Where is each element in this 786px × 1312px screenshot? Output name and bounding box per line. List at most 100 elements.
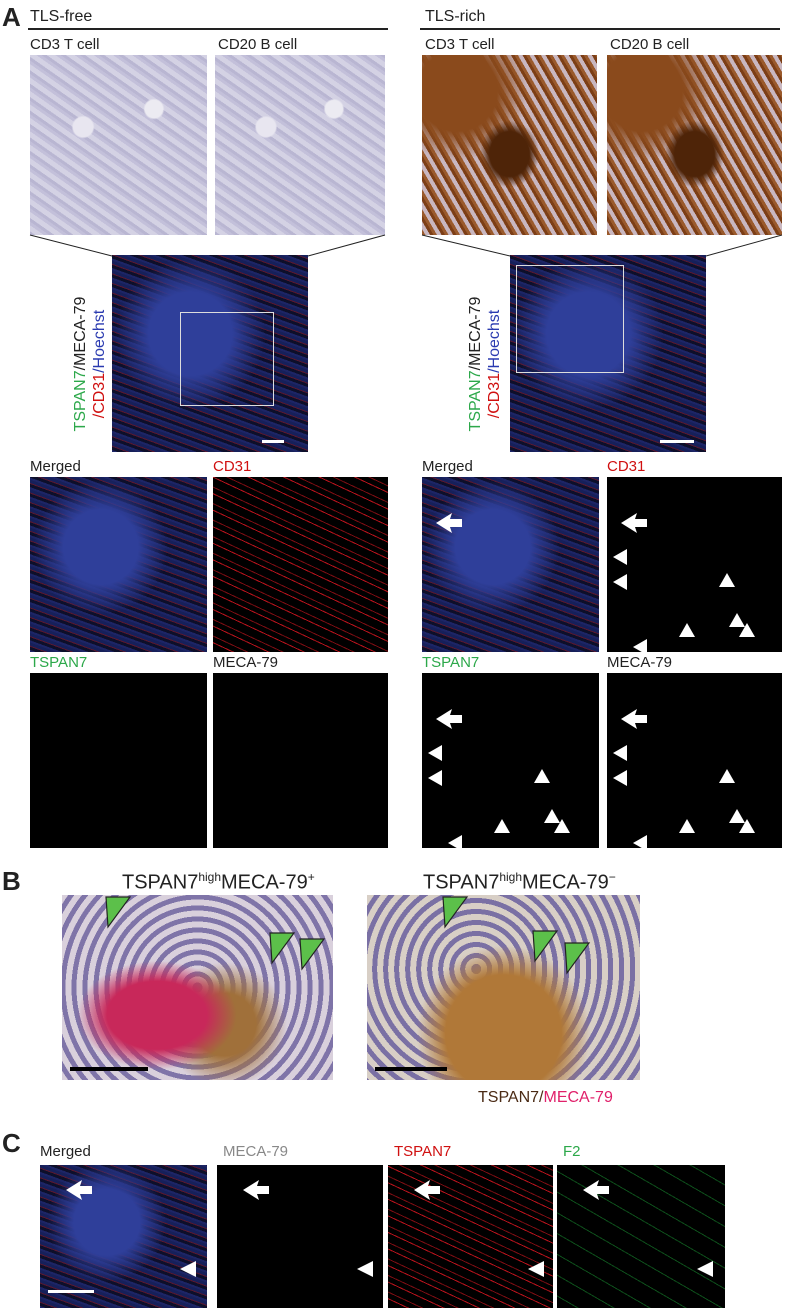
image-title: TSPAN7highMECA-79− xyxy=(423,870,616,895)
annotations xyxy=(428,709,570,848)
rule xyxy=(28,28,388,30)
annotations xyxy=(414,1180,544,1277)
ihc-image xyxy=(422,55,597,235)
arrowhead xyxy=(719,573,735,587)
zoom-box xyxy=(516,265,624,373)
rule xyxy=(420,28,780,30)
image-title: TSPAN7highMECA-79+ xyxy=(122,870,315,895)
arrow xyxy=(621,709,647,729)
stain: /Hoechst xyxy=(486,309,503,373)
arrow xyxy=(66,1180,92,1200)
channel-label: Merged xyxy=(40,1143,91,1160)
title-part: TSPAN7 xyxy=(122,871,199,894)
group-title: TLS-free xyxy=(30,8,93,25)
arrowhead xyxy=(719,769,735,783)
channel-image xyxy=(217,1165,383,1308)
annotations xyxy=(613,709,755,848)
channel-label: MECA-79 xyxy=(213,654,279,671)
title-sup: high xyxy=(499,870,523,884)
arrowhead xyxy=(613,745,627,761)
panel-letter: B xyxy=(2,866,21,896)
arrowhead xyxy=(633,639,647,652)
arrowhead xyxy=(428,745,442,761)
if-overview xyxy=(112,255,308,452)
annotations xyxy=(583,1180,713,1277)
channel-label: CD31 xyxy=(607,458,646,475)
channel-image xyxy=(557,1165,725,1308)
channel-label: F2 xyxy=(563,1143,581,1160)
annotations xyxy=(243,1180,373,1277)
stain: MECA-79 xyxy=(543,1089,613,1106)
channel-image xyxy=(607,673,782,848)
channel-image xyxy=(40,1165,207,1308)
arrowhead xyxy=(697,1261,713,1277)
arrow xyxy=(621,513,647,533)
arrowhead xyxy=(564,942,591,975)
channel-label: MECA-79 xyxy=(607,654,673,671)
title-sup: high xyxy=(198,870,222,884)
panel-letter: C xyxy=(2,1128,21,1158)
channel-image xyxy=(30,477,207,652)
arrowhead xyxy=(494,819,510,833)
image-label: CD3 T cell xyxy=(30,36,100,53)
ihc-image xyxy=(215,55,385,235)
title-part: TSPAN7 xyxy=(423,871,500,894)
scale-bar xyxy=(262,440,284,443)
image-label: CD3 T cell xyxy=(425,36,495,53)
title-part: MECA-79 xyxy=(221,871,308,894)
arrowhead xyxy=(633,835,647,848)
zoom-line xyxy=(421,234,511,257)
arrowhead xyxy=(428,770,442,786)
stain: TSPAN7 xyxy=(467,370,484,432)
arrowhead xyxy=(679,623,695,637)
group-title: TLS-rich xyxy=(425,8,486,25)
stain: TSPAN7 xyxy=(72,370,89,432)
stain: /MECA-79 xyxy=(467,296,484,371)
annotations xyxy=(442,896,591,975)
arrowhead xyxy=(180,1261,196,1277)
stain-legend: TSPAN7/MECA-79 xyxy=(478,1089,613,1106)
annotations xyxy=(105,896,326,971)
title-part: MECA-79 xyxy=(522,871,609,894)
arrowhead xyxy=(679,819,695,833)
stain-legend: TSPAN7/MECA-79 /CD31/Hoechst xyxy=(71,264,109,464)
channel-label: TSPAN7 xyxy=(422,654,480,671)
arrow xyxy=(436,513,462,533)
arrowhead xyxy=(442,896,469,929)
ihc-image xyxy=(607,55,782,235)
arrowhead xyxy=(554,819,570,833)
zoom-box xyxy=(180,312,274,406)
annotations xyxy=(48,1180,196,1293)
arrowhead xyxy=(613,574,627,590)
arrow xyxy=(436,709,462,729)
title-sup: − xyxy=(608,870,616,884)
scale-bar xyxy=(375,1067,447,1071)
channel-image xyxy=(388,1165,553,1308)
stain: TSPAN7/ xyxy=(478,1089,544,1106)
scale-bar xyxy=(70,1067,148,1071)
arrow xyxy=(243,1180,269,1200)
annotations xyxy=(436,513,462,533)
arrow xyxy=(414,1180,440,1200)
zoom-line xyxy=(307,234,386,257)
arrowhead xyxy=(357,1261,373,1277)
title-sup: + xyxy=(307,870,315,884)
arrowhead xyxy=(448,835,462,848)
zoom-lines xyxy=(29,234,783,257)
arrow xyxy=(583,1180,609,1200)
arrowhead xyxy=(729,613,745,627)
arrowhead xyxy=(269,932,296,965)
channel-label: TSPAN7 xyxy=(394,1143,452,1160)
arrowhead xyxy=(544,809,560,823)
scale-bar xyxy=(660,440,694,443)
arrowhead xyxy=(299,938,326,971)
channel-image xyxy=(213,673,388,848)
arrowhead xyxy=(613,770,627,786)
stain: /Hoechst xyxy=(91,309,108,373)
arrowhead xyxy=(528,1261,544,1277)
channel-label: MECA-79 xyxy=(223,1143,289,1160)
arrowhead xyxy=(105,896,132,929)
zoom-line xyxy=(29,234,113,257)
arrowhead xyxy=(532,930,559,963)
scale-bar xyxy=(48,1290,94,1293)
